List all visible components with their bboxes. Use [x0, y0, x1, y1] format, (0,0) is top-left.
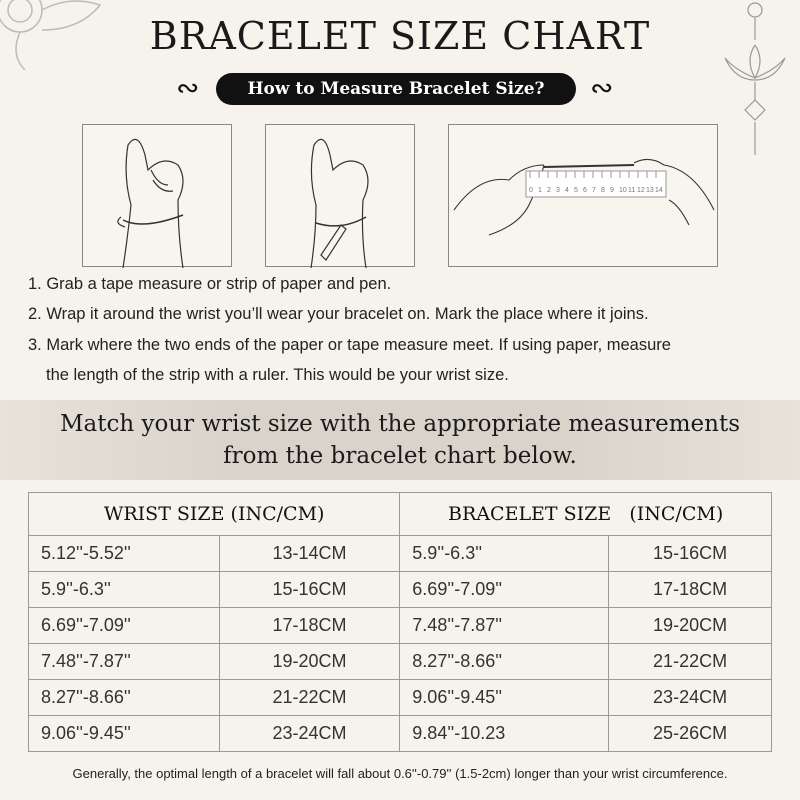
hand-pen-icon	[310, 138, 369, 269]
wrist-inch-cell: 9.06''-9.45''	[28, 715, 220, 752]
ruler-mark: 0	[529, 187, 533, 194]
wrist-cm-cell: 23-24CM	[218, 715, 401, 752]
match-banner-line-1: Match your wrist size with the appropria…	[59, 411, 741, 437]
bracelet-inch-cell: 5.9''-6.3''	[399, 535, 610, 572]
table-row: 5.12''-5.52'' 13-14CM 5.9''-6.3'' 15-16CM	[28, 535, 772, 572]
subtitle-pill: How to Measure Bracelet Size?	[216, 73, 576, 105]
bracelet-cm-cell: 25-26CM	[608, 715, 772, 752]
instruction-step-3: 3. Mark where the two ends of the paper …	[28, 336, 671, 354]
match-banner: Match your wrist size with the appropria…	[0, 400, 800, 480]
table-row: 5.9''-6.3'' 15-16CM 6.69''-7.09'' 17-18CM	[28, 571, 772, 608]
wrist-cm-cell: 13-14CM	[218, 535, 401, 572]
bracelet-inch-cell: 7.48''-7.87''	[399, 607, 610, 644]
illustration-wrap-tape	[82, 124, 232, 269]
table-row: 9.06''-9.45'' 23-24CM 9.84''-10.23 25-26CM	[28, 715, 772, 752]
ruler-mark: 5	[574, 187, 578, 194]
wrist-cm-cell: 17-18CM	[218, 607, 401, 644]
ruler-mark: 3	[556, 187, 560, 194]
table-header-row: WRIST SIZE (INC/CM) BRACELET SIZE (INC/C…	[27, 492, 772, 536]
instruction-step-3-cont: the length of the strip with a ruler. Th…	[46, 366, 509, 384]
ruler-mark: 7	[592, 187, 596, 194]
swirl-right-icon: ∾	[590, 72, 614, 103]
table-row: 6.69''-7.09'' 17-18CM 7.48''-7.87'' 19-20CM	[28, 607, 772, 644]
bracelet-cm-cell: 15-16CM	[608, 535, 772, 572]
ruler-mark: 13	[646, 187, 654, 194]
illustration-ruler: 0 1 2 3 4 5 6 7 8 9 10 11 12 13 14	[448, 124, 718, 267]
ruler-mark: 12	[637, 187, 645, 194]
wrist-inch-cell: 8.27''-8.66''	[28, 679, 220, 716]
bracelet-cm-cell: 19-20CM	[608, 607, 772, 644]
ruler-mark: 10	[619, 187, 627, 194]
ruler-mark: 8	[601, 187, 605, 194]
instruction-step-1: 1. Grab a tape measure or strip of paper…	[28, 275, 392, 293]
header-wrist-size: WRIST SIZE (INC/CM)	[27, 492, 401, 536]
table-row: 7.48''-7.87'' 19-20CM 8.27''-8.66'' 21-22CM	[28, 643, 772, 680]
wrist-inch-cell: 5.12''-5.52''	[28, 535, 220, 572]
ruler-mark: 14	[655, 187, 663, 194]
header-bracelet-size: BRACELET SIZE (INC/CM)	[399, 492, 772, 536]
instruction-step-2: 2. Wrap it around the wrist you’ll wear …	[28, 305, 649, 323]
table-row: 8.27''-8.66'' 21-22CM 9.06''-9.45'' 23-24CM	[28, 679, 772, 716]
wrist-inch-cell: 5.9''-6.3''	[28, 571, 220, 608]
match-banner-line-2: from the bracelet chart below.	[223, 443, 577, 469]
wrist-cm-cell: 21-22CM	[218, 679, 401, 716]
bracelet-inch-cell: 8.27''-8.66''	[399, 643, 610, 680]
hands-ruler-icon: 0 1 2 3 4 5 6 7 8 9 10 11 12 13 14	[453, 158, 715, 236]
mandala-ornament-icon	[0, 0, 102, 70]
page-title: BRACELET SIZE CHART	[149, 14, 651, 58]
wrist-inch-cell: 7.48''-7.87''	[28, 643, 220, 680]
bracelet-inch-cell: 6.69''-7.09''	[399, 571, 610, 608]
size-table: WRIST SIZE (INC/CM) BRACELET SIZE (INC/C…	[27, 492, 772, 752]
bracelet-inch-cell: 9.06''-9.45''	[399, 679, 610, 716]
bracelet-cm-cell: 23-24CM	[608, 679, 772, 716]
bracelet-cm-cell: 17-18CM	[608, 571, 772, 608]
bracelet-inch-cell: 9.84''-10.23	[399, 715, 610, 752]
ruler-mark: 6	[583, 187, 587, 194]
illustration-mark-pen	[265, 124, 415, 269]
footer-note: Generally, the optimal length of a brace…	[72, 766, 728, 781]
ruler-mark: 9	[610, 187, 614, 194]
ruler-mark: 2	[547, 187, 551, 194]
wrist-inch-cell: 6.69''-7.09''	[28, 607, 220, 644]
wrist-cm-cell: 15-16CM	[218, 571, 401, 608]
hand-tape-icon	[117, 138, 184, 269]
lotus-ornament-icon	[724, 2, 786, 155]
ruler-mark: 1	[538, 187, 542, 194]
wrist-cm-cell: 19-20CM	[218, 643, 401, 680]
ruler-mark: 11	[628, 187, 635, 194]
ruler-mark: 4	[565, 187, 569, 194]
bracelet-cm-cell: 21-22CM	[608, 643, 772, 680]
swirl-left-icon: ∾	[176, 72, 200, 103]
